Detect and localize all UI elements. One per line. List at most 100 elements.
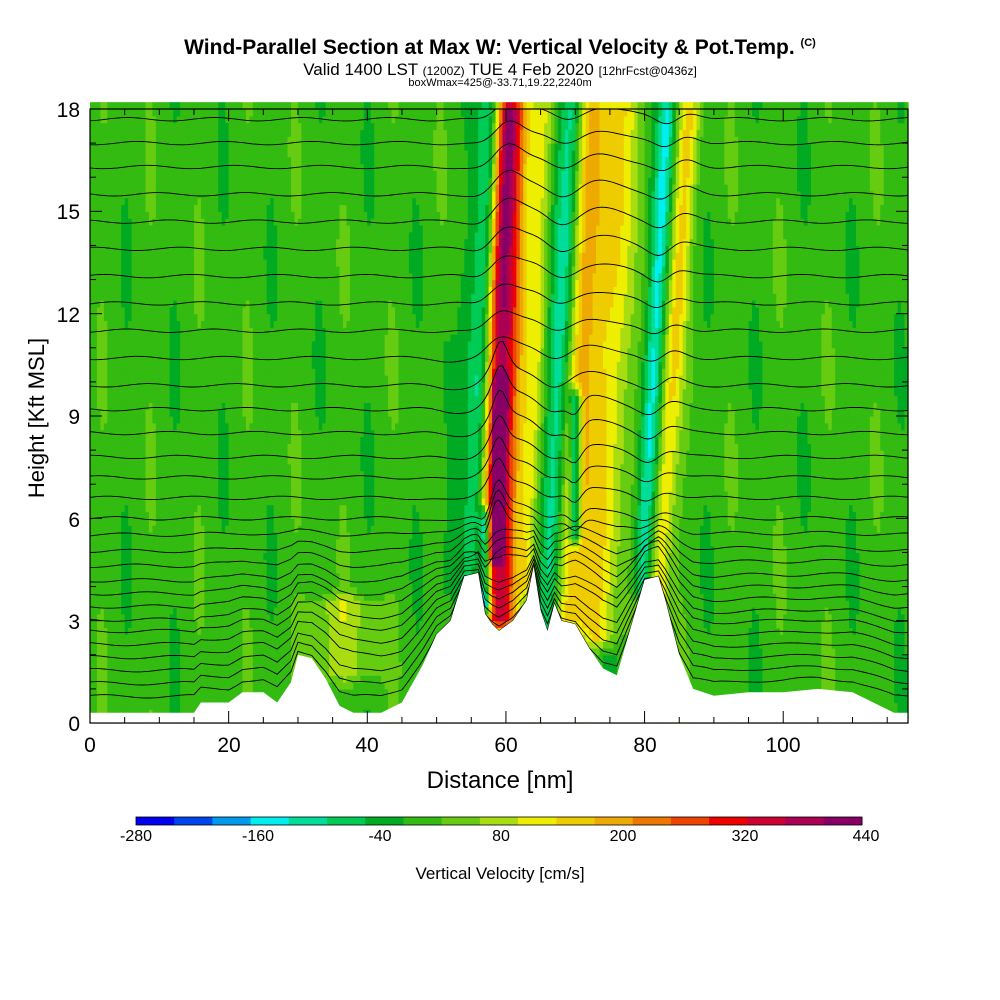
velocity-cell bbox=[225, 627, 229, 634]
velocity-cell bbox=[201, 682, 205, 689]
velocity-cell bbox=[194, 464, 198, 471]
velocity-cell bbox=[267, 239, 271, 246]
velocity-cell bbox=[121, 211, 125, 218]
velocity-cell bbox=[260, 252, 264, 259]
velocity-cell bbox=[139, 164, 143, 171]
velocity-cell bbox=[149, 471, 153, 478]
velocity-cell bbox=[277, 259, 281, 266]
velocity-cell bbox=[159, 218, 163, 225]
velocity-cell bbox=[132, 491, 136, 498]
velocity-cell bbox=[145, 614, 149, 621]
velocity-cell bbox=[253, 245, 257, 252]
velocity-cell bbox=[197, 668, 201, 675]
velocity-cell bbox=[187, 184, 191, 191]
velocity-cell bbox=[111, 552, 115, 559]
velocity-cell bbox=[256, 436, 260, 443]
velocity-cell bbox=[170, 355, 174, 362]
velocity-cell bbox=[263, 580, 267, 587]
velocity-cell bbox=[246, 491, 250, 498]
velocity-cell bbox=[100, 198, 104, 205]
velocity-cell bbox=[197, 320, 201, 327]
velocity-cell bbox=[194, 361, 198, 368]
velocity-cell bbox=[180, 382, 184, 389]
velocity-cell bbox=[232, 607, 236, 614]
velocity-cell bbox=[177, 471, 181, 478]
velocity-cell bbox=[121, 471, 125, 478]
velocity-cell bbox=[170, 191, 174, 198]
velocity-cell bbox=[152, 607, 156, 614]
velocity-cell bbox=[260, 273, 264, 280]
velocity-cell bbox=[142, 532, 146, 539]
velocity-cell bbox=[121, 266, 125, 273]
velocity-cell bbox=[135, 382, 139, 389]
velocity-cell bbox=[104, 382, 108, 389]
velocity-cell bbox=[152, 593, 156, 600]
velocity-cell bbox=[253, 286, 257, 293]
velocity-cell bbox=[184, 245, 188, 252]
velocity-cell bbox=[104, 662, 108, 669]
velocity-cell bbox=[239, 293, 243, 300]
velocity-cell bbox=[187, 334, 191, 341]
velocity-cell bbox=[159, 607, 163, 614]
velocity-cell bbox=[191, 682, 195, 689]
velocity-cell bbox=[229, 416, 233, 423]
velocity-cell bbox=[267, 532, 271, 539]
velocity-cell bbox=[128, 334, 132, 341]
velocity-cell bbox=[139, 600, 143, 607]
velocity-cell bbox=[163, 621, 167, 628]
velocity-cell bbox=[177, 450, 181, 457]
velocity-cell bbox=[107, 177, 111, 184]
velocity-cell bbox=[204, 116, 208, 123]
velocity-cell bbox=[166, 191, 170, 198]
velocity-cell bbox=[170, 491, 174, 498]
velocity-cell bbox=[170, 559, 174, 566]
velocity-cell bbox=[253, 409, 257, 416]
velocity-cell bbox=[118, 150, 122, 157]
velocity-cell bbox=[263, 505, 267, 512]
velocity-cell bbox=[229, 532, 233, 539]
velocity-cell bbox=[243, 539, 247, 546]
velocity-cell bbox=[267, 286, 271, 293]
velocity-cell bbox=[156, 341, 160, 348]
velocity-cell bbox=[159, 580, 163, 587]
velocity-cell bbox=[114, 116, 118, 123]
velocity-cell bbox=[274, 627, 278, 634]
velocity-cell bbox=[107, 477, 111, 484]
velocity-cell bbox=[90, 614, 94, 621]
velocity-cell bbox=[125, 327, 129, 334]
velocity-cell bbox=[191, 662, 195, 669]
velocity-cell bbox=[139, 143, 143, 150]
velocity-cell bbox=[236, 157, 240, 164]
velocity-cell bbox=[166, 280, 170, 287]
velocity-cell bbox=[152, 552, 156, 559]
velocity-cell bbox=[100, 423, 104, 430]
velocity-cell bbox=[225, 573, 229, 580]
velocity-cell bbox=[187, 205, 191, 212]
velocity-cell bbox=[191, 402, 195, 409]
velocity-cell bbox=[187, 402, 191, 409]
velocity-cell bbox=[187, 314, 191, 321]
velocity-cell bbox=[184, 368, 188, 375]
velocity-cell bbox=[149, 627, 153, 634]
velocity-cell bbox=[253, 361, 257, 368]
velocity-cell bbox=[204, 286, 208, 293]
velocity-cell bbox=[263, 177, 267, 184]
velocity-cell bbox=[93, 239, 97, 246]
velocity-cell bbox=[204, 518, 208, 525]
velocity-cell bbox=[232, 573, 236, 580]
velocity-cell bbox=[256, 355, 260, 362]
velocity-cell bbox=[232, 314, 236, 321]
velocity-cell bbox=[232, 471, 236, 478]
velocity-cell bbox=[222, 464, 226, 471]
velocity-cell bbox=[236, 484, 240, 491]
velocity-cell bbox=[229, 109, 233, 116]
velocity-cell bbox=[187, 464, 191, 471]
velocity-cell bbox=[156, 423, 160, 430]
velocity-cell bbox=[121, 675, 125, 682]
velocity-cell bbox=[243, 143, 247, 150]
velocity-cell bbox=[184, 239, 188, 246]
velocity-cell bbox=[222, 566, 226, 573]
velocity-cell bbox=[197, 491, 201, 498]
velocity-cell bbox=[267, 518, 271, 525]
velocity-cell bbox=[125, 607, 129, 614]
